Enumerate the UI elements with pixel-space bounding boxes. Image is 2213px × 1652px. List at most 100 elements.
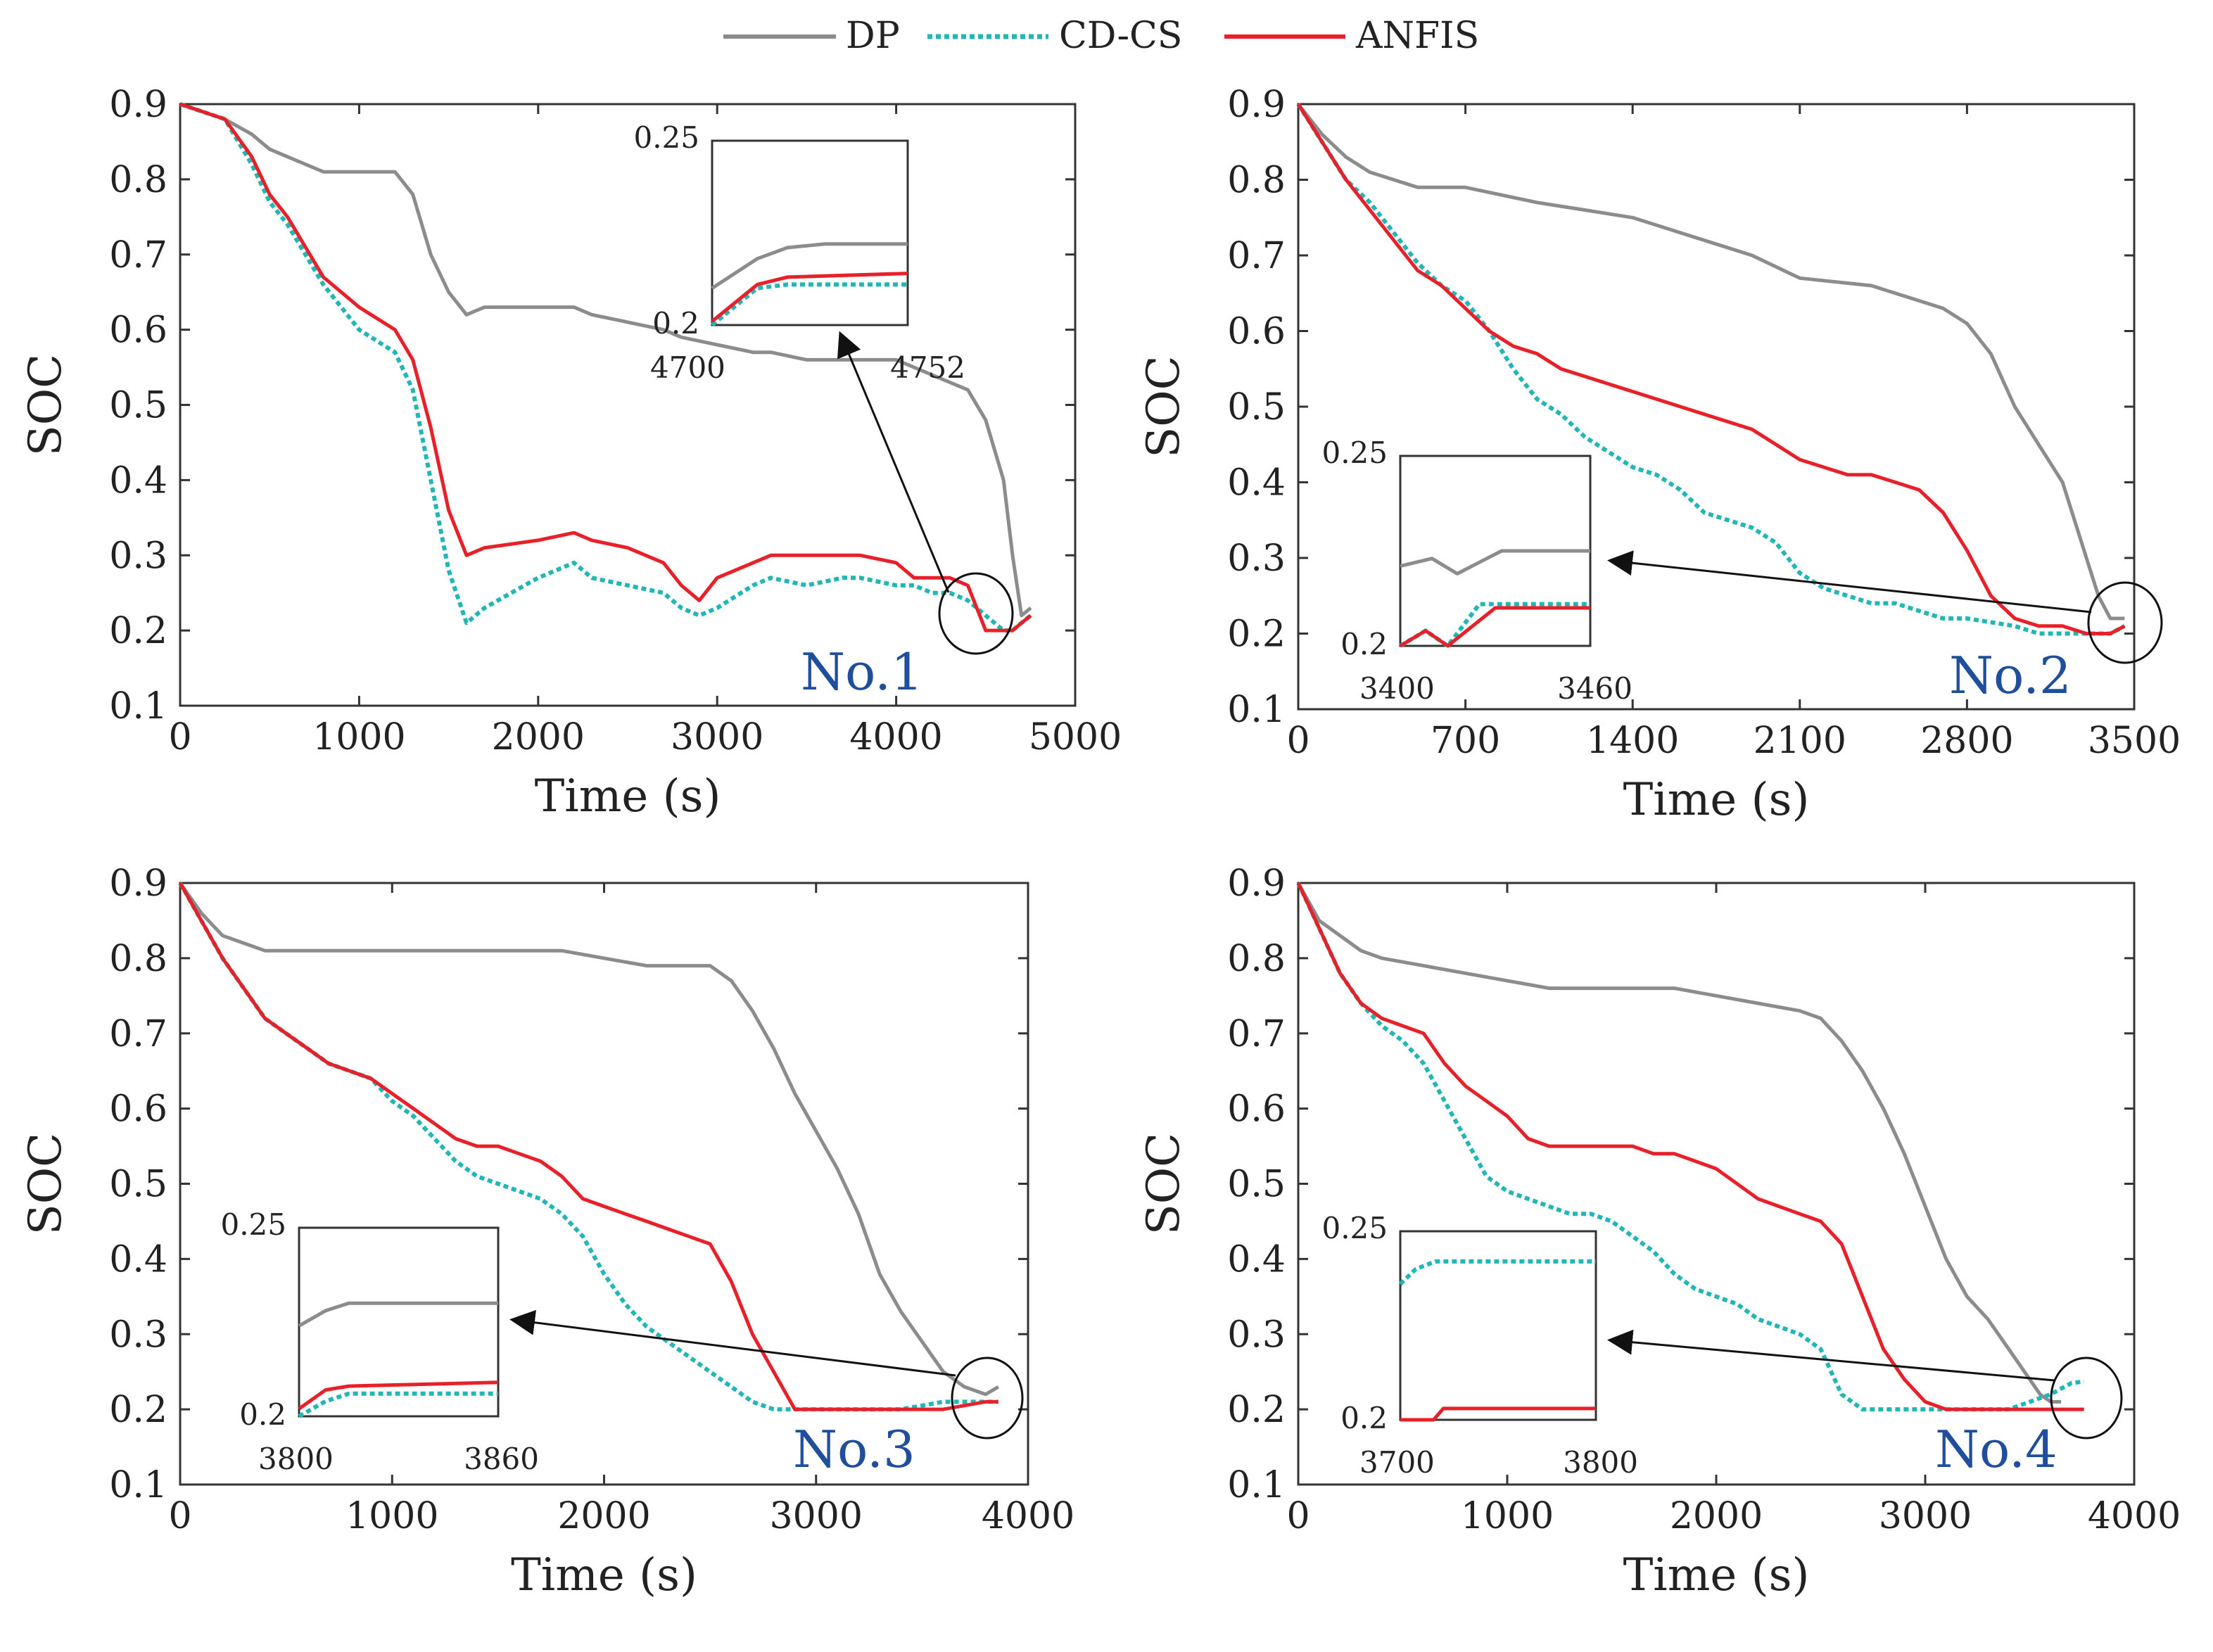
- series-line-dp: [1297, 103, 2125, 621]
- y-tick-label: 0.1: [1227, 689, 1286, 731]
- inset-chart: 0.25 0.2 4700 4752: [633, 120, 965, 385]
- inset-series-line-anfis: [298, 1380, 499, 1411]
- inset-x-tick-label: 3400: [1359, 671, 1435, 706]
- inset-x-tick-label: 4700: [650, 350, 725, 385]
- x-tick-label: 0: [1286, 720, 1310, 762]
- legend-dp-label: DP: [846, 15, 900, 57]
- x-tick-label: 2800: [1920, 720, 2013, 762]
- x-tick-label: 3500: [2088, 720, 2181, 762]
- inset-y-tick-label: 0.25: [633, 120, 699, 155]
- inset-y-tick-label: 0.2: [652, 306, 699, 341]
- y-tick-label: 0.6: [109, 310, 167, 352]
- y-tick-label: 0.5: [1227, 386, 1286, 428]
- y-tick-label: 0.8: [1227, 160, 1286, 202]
- legend-cdcs-label: CD-CS: [1059, 15, 1182, 57]
- series-line-dp: [178, 882, 1000, 1397]
- inset-series-line-dp: [1400, 549, 1590, 576]
- inset-series-line-anfis: [1399, 606, 1590, 648]
- zoom-circle: [951, 1356, 1024, 1440]
- zoom-circle: [938, 572, 1014, 655]
- y-tick-label: 0.8: [109, 938, 167, 980]
- zoom-arrow: [837, 331, 950, 593]
- y-tick-label: 0.6: [1227, 311, 1286, 353]
- y-tick-label: 0.4: [1227, 1238, 1286, 1281]
- y-tick-label: 0.2: [109, 610, 167, 652]
- x-tick-label: 5000: [1029, 716, 1122, 758]
- y-tick-label: 0.6: [109, 1088, 167, 1131]
- inset-chart: 0.25 0.2 3800 3860: [220, 1207, 539, 1476]
- y-tick-label: 0.7: [109, 1013, 167, 1055]
- y-tick-label: 0.5: [109, 1164, 167, 1206]
- y-tick-label: 0.1: [109, 1464, 167, 1506]
- y-tick-label: 0.3: [109, 535, 167, 577]
- inset-y-tick-label: 0.2: [239, 1397, 286, 1432]
- inset-chart: 0.25 0.2 3700 3800: [1321, 1211, 1638, 1480]
- panel-tag: No.4: [1935, 1420, 2057, 1479]
- series-line-dp: [179, 102, 1032, 618]
- inset-series-line-cd-cs: [298, 1391, 498, 1418]
- y-tick-label: 0.2: [109, 1389, 167, 1431]
- series-line-anfis: [179, 102, 1032, 633]
- y-axis-label: SOC: [1138, 1133, 1190, 1235]
- x-tick-label: 2000: [492, 716, 585, 758]
- y-axis-label: SOC: [20, 354, 72, 456]
- y-tick-label: 0.7: [1227, 235, 1286, 277]
- chart-panel-2: 0 700 1400 2100 2800 3500 0.1 0.2 0.3 0.4 0.5 0.6 0.…: [1138, 84, 2181, 826]
- inset-x-tick-label: 3800: [258, 1442, 334, 1476]
- series-line-anfis: [178, 882, 998, 1411]
- zoom-arrow: [1607, 550, 2092, 614]
- x-tick-label: 0: [168, 1495, 191, 1537]
- inset-y-tick-label: 0.25: [1321, 1211, 1388, 1245]
- chart-panel-1: 0 1000 2000 3000 4000 5000 0.1 0.2 0.3 0.4 0.5 0.6 0…: [20, 84, 1122, 822]
- y-tick-label: 0.3: [1227, 1314, 1286, 1356]
- x-tick-label: 0: [1286, 1495, 1310, 1537]
- x-axis-label: Time (s): [1623, 1549, 1810, 1601]
- x-axis-label: Time (s): [511, 1549, 697, 1601]
- panel-tag: No.1: [801, 642, 923, 701]
- inset-x-tick-label: 3860: [464, 1442, 539, 1476]
- inset-x-tick-label: 3460: [1557, 671, 1632, 706]
- y-tick-label: 0.4: [1227, 462, 1286, 504]
- x-axis-label: Time (s): [535, 770, 721, 822]
- inset-series-line-dp: [298, 1301, 498, 1328]
- y-tick-label: 0.6: [1227, 1088, 1286, 1131]
- inset-x-tick-label: 3700: [1359, 1445, 1435, 1480]
- panel-tag: No.2: [1949, 646, 2072, 705]
- x-tick-label: 1000: [345, 1495, 438, 1537]
- y-tick-label: 0.9: [109, 863, 167, 905]
- x-tick-label: 3000: [1879, 1495, 1972, 1537]
- x-tick-label: 4000: [982, 1495, 1074, 1537]
- x-tick-label: 3000: [671, 716, 763, 758]
- y-tick-label: 0.9: [1227, 863, 1286, 905]
- inset-series-line-anfis: [1400, 1406, 1596, 1422]
- y-axis-label: SOC: [1138, 355, 1190, 457]
- x-tick-label: 1000: [312, 716, 405, 758]
- y-tick-label: 0.8: [1227, 938, 1286, 980]
- series-line-anfis: [1296, 103, 2126, 635]
- x-axis-label: Time (s): [1623, 774, 1810, 826]
- inset-y-tick-label: 0.2: [1340, 627, 1388, 661]
- x-tick-label: 1400: [1586, 720, 1679, 762]
- inset-series-line-cd-cs: [1398, 1259, 1596, 1286]
- y-tick-label: 0.9: [1227, 84, 1286, 126]
- panel-tag: No.3: [793, 1420, 915, 1479]
- y-tick-label: 0.3: [1227, 538, 1286, 580]
- chart-panel-3: 0 1000 2000 3000 4000 0.1 0.2 0.3 0.4 0.5 0.6 0.7 0.…: [20, 863, 1074, 1601]
- series-line-cd-cs: [1296, 882, 2085, 1412]
- inset-x-tick-label: 4752: [890, 350, 965, 385]
- series-line-cd-cs: [179, 102, 1032, 633]
- x-tick-label: 700: [1431, 720, 1500, 762]
- plot-area-frame: [179, 103, 1077, 707]
- zoom-circle: [2087, 581, 2163, 664]
- y-tick-label: 0.1: [109, 685, 167, 727]
- y-tick-label: 0.2: [1227, 1389, 1286, 1431]
- x-tick-label: 4000: [849, 716, 942, 758]
- series-line-anfis: [1296, 882, 2084, 1411]
- x-tick-label: 4000: [2088, 1495, 2181, 1537]
- y-tick-label: 0.3: [109, 1314, 167, 1356]
- y-tick-label: 0.5: [1227, 1164, 1286, 1206]
- x-tick-label: 0: [168, 716, 191, 758]
- y-tick-label: 0.2: [1227, 614, 1286, 656]
- x-tick-label: 2000: [557, 1495, 650, 1537]
- y-tick-label: 0.8: [109, 159, 167, 201]
